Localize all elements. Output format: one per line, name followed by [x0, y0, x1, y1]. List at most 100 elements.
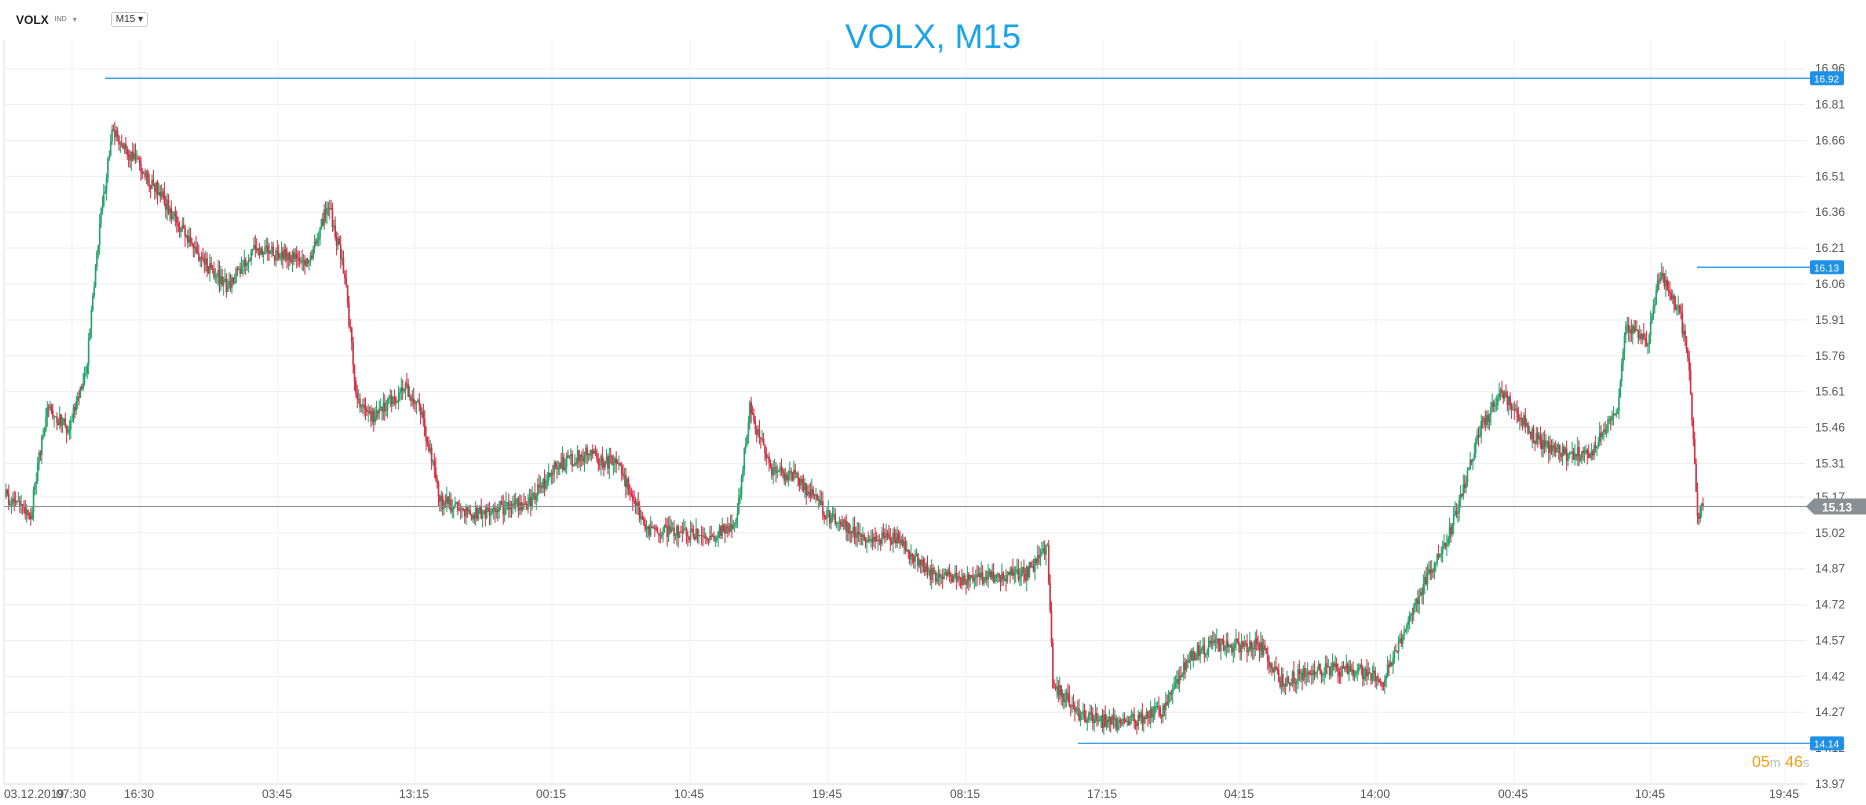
candle — [1520, 417, 1522, 419]
chevron-down-icon[interactable]: ▾ — [72, 15, 77, 24]
candle — [169, 208, 171, 214]
candle — [185, 235, 188, 237]
candle — [718, 526, 721, 533]
candle — [326, 208, 328, 215]
candle — [1225, 641, 1228, 648]
candle — [1155, 706, 1157, 708]
candle — [747, 422, 750, 435]
y-tick-label: 15.76 — [1815, 349, 1845, 363]
candle — [1674, 304, 1677, 310]
candle — [659, 535, 662, 537]
candle — [1262, 645, 1265, 656]
candle — [499, 501, 502, 507]
candle — [911, 554, 914, 557]
candle — [732, 525, 735, 529]
candle — [543, 479, 546, 489]
candle — [625, 474, 627, 488]
candle — [1516, 408, 1518, 414]
candle — [648, 525, 651, 536]
candle — [177, 223, 179, 227]
candle — [1293, 671, 1295, 683]
candle — [754, 420, 757, 430]
candle — [731, 524, 733, 529]
timeframe-select[interactable]: M15 ▾ — [110, 12, 149, 27]
candle — [1495, 405, 1498, 407]
candle — [1539, 435, 1542, 441]
candle — [333, 225, 335, 227]
candle — [1388, 664, 1390, 668]
candle — [614, 458, 616, 464]
candle — [1136, 723, 1138, 727]
y-tick-label: 16.06 — [1815, 277, 1845, 291]
candle — [262, 253, 265, 255]
candle — [702, 535, 704, 537]
candle — [93, 287, 95, 296]
candle — [772, 467, 775, 476]
candle — [1163, 705, 1166, 710]
symbol-label[interactable]: VOLX — [16, 12, 49, 27]
y-tick-label: 16.51 — [1815, 169, 1845, 183]
candle — [243, 259, 246, 267]
candle — [1277, 669, 1280, 682]
candle — [645, 528, 648, 530]
candle — [1370, 673, 1372, 681]
candle — [1425, 577, 1427, 585]
candle — [1406, 624, 1408, 629]
candle — [102, 193, 105, 207]
candle — [845, 520, 848, 533]
candle — [277, 252, 280, 259]
candle — [972, 575, 974, 582]
candle — [83, 373, 86, 384]
candle — [1553, 445, 1556, 448]
candle — [349, 325, 352, 328]
candle — [1483, 417, 1485, 422]
candle — [735, 519, 737, 525]
candle — [429, 447, 432, 452]
candle — [1160, 715, 1163, 717]
candle — [900, 539, 903, 544]
candle — [1030, 562, 1032, 568]
candle — [1607, 419, 1609, 432]
candle — [69, 421, 72, 430]
candle — [637, 502, 640, 507]
candle — [933, 572, 936, 574]
candle — [1371, 672, 1374, 681]
candle — [1116, 721, 1119, 730]
candle — [233, 282, 236, 284]
candle — [881, 532, 883, 544]
y-tick-label: 15.31 — [1815, 456, 1845, 470]
candle — [535, 495, 538, 500]
candle — [1217, 638, 1219, 645]
candle — [49, 405, 51, 409]
candle — [1465, 482, 1467, 488]
candle — [1107, 719, 1109, 722]
candle — [1063, 693, 1065, 703]
candle — [1333, 663, 1335, 667]
candle — [1450, 527, 1452, 535]
candle — [552, 473, 554, 475]
candle — [235, 268, 237, 283]
candle — [1346, 664, 1349, 675]
candle — [1507, 396, 1510, 405]
candle — [407, 384, 410, 397]
candle — [710, 535, 713, 537]
candle — [1484, 417, 1487, 425]
candle — [1185, 660, 1188, 671]
candle — [390, 395, 393, 405]
candle — [1567, 453, 1569, 461]
candle — [536, 484, 539, 496]
candle — [514, 499, 517, 505]
candle — [1653, 304, 1656, 307]
candle — [1315, 672, 1317, 675]
candle — [450, 499, 452, 512]
candle — [239, 269, 241, 274]
candle — [1367, 672, 1370, 677]
candle — [771, 467, 773, 476]
candle — [1268, 661, 1270, 668]
candle — [1119, 719, 1122, 724]
candle — [1491, 402, 1494, 408]
candle — [1565, 448, 1568, 461]
candle — [17, 500, 20, 502]
candle — [439, 496, 441, 502]
